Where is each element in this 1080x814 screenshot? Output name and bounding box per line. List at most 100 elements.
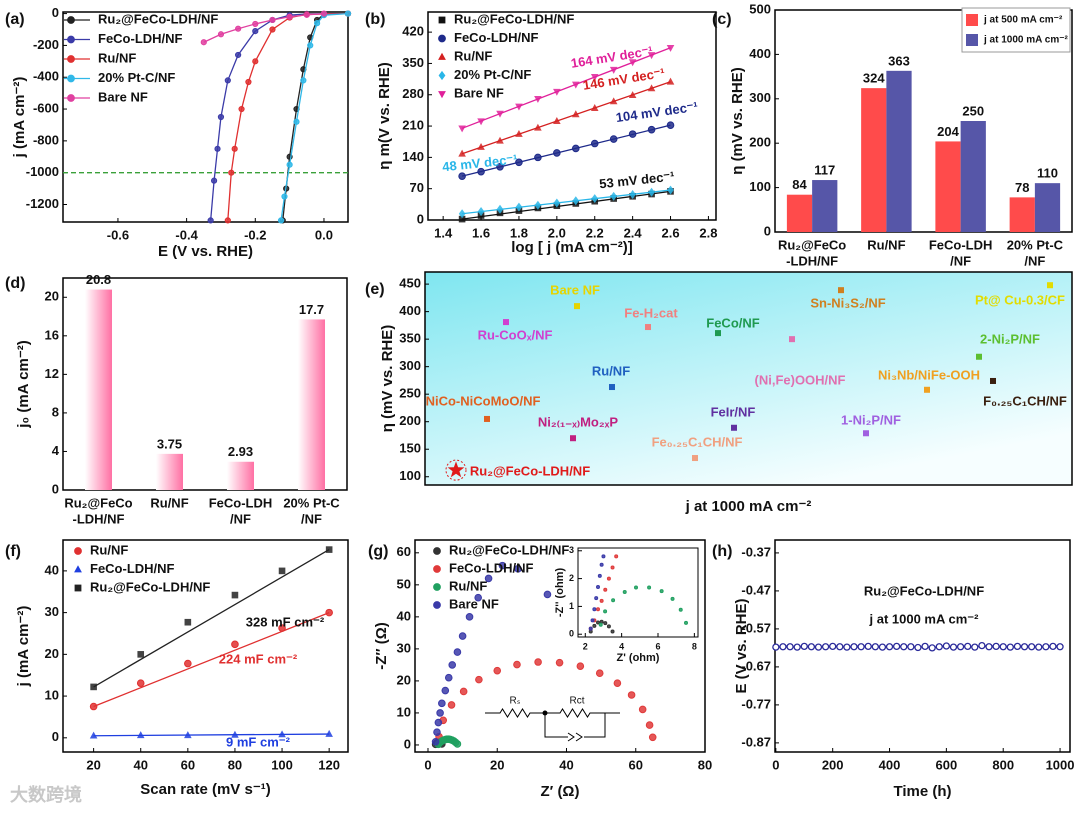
y-axis-label: E (V vs. RHE) (733, 598, 750, 693)
legend-label: 20% Pt-C/NF (454, 67, 531, 82)
x-tick-label: 2.4 (624, 225, 643, 240)
y-axis-label: -Z'' (ohm) (554, 568, 566, 618)
circuit-label: Rₛ (510, 696, 521, 707)
data-point (543, 590, 552, 599)
data-point (217, 31, 225, 38)
data-point (1006, 643, 1014, 651)
data-point (207, 217, 214, 224)
y-tick-label: 10 (45, 688, 59, 703)
data-point (515, 129, 523, 137)
legend-label: FeCo-LDH/NF (454, 30, 539, 45)
x-tick-label: 2.0 (548, 225, 566, 240)
x-tick-label: 100 (271, 757, 293, 772)
data-point (224, 77, 231, 84)
data-point (571, 144, 580, 153)
fit-line (462, 190, 671, 220)
y-tick-label: -200 (33, 37, 59, 52)
data-point (976, 353, 982, 360)
annotation: 104 mV dec⁻¹ (615, 99, 699, 125)
data-point (238, 105, 245, 113)
legend-label: Ru/NF (98, 50, 136, 65)
data-point (956, 643, 965, 651)
data-point (325, 729, 333, 737)
y-tick-label: 500 (749, 1, 771, 16)
x-tick-label: /NF (301, 511, 322, 526)
data-point (269, 26, 276, 33)
y-axis-label: j (mA cm⁻²) (15, 606, 32, 688)
data-point (447, 461, 465, 478)
point-label: Ru-CoOₓ/NF (478, 327, 553, 342)
data-point (571, 110, 580, 118)
data-point (313, 20, 321, 27)
data-point (245, 78, 252, 86)
value-label: 363 (888, 53, 910, 68)
data-point (252, 27, 259, 35)
x-tick-label: 60 (629, 757, 643, 772)
data-point (628, 91, 637, 99)
fit-line (93, 549, 330, 688)
legend-label: Ru₂@FeCo-LDH/NF (98, 11, 218, 26)
y-tick-label: 150 (399, 441, 421, 456)
data-point (603, 609, 608, 614)
fit-line (461, 81, 671, 155)
data-point (606, 624, 611, 629)
data-point (496, 204, 504, 214)
data-point (634, 585, 638, 590)
data-point (648, 187, 655, 197)
point-label: FeCo/NF (706, 315, 760, 330)
x-tick-label: 200 (822, 757, 844, 772)
x-tick-label: 20% Pt-C (283, 495, 340, 510)
data-point (465, 613, 474, 621)
data-point (277, 217, 285, 224)
data-point (613, 679, 622, 687)
y-tick-label: 350 (399, 331, 421, 346)
y-tick-label: 20 (45, 289, 59, 304)
value-label: 324 (863, 71, 885, 86)
x-tick-label: /NF (230, 511, 251, 526)
data-point (614, 554, 619, 559)
data-point (596, 584, 600, 589)
point-label: Ru/NF (592, 363, 630, 378)
y-tick-label: 12 (45, 366, 59, 381)
bar (861, 88, 887, 232)
y-tick-label: 280 (402, 86, 424, 101)
data-point (786, 643, 794, 651)
data-point (231, 145, 238, 152)
data-point (553, 117, 561, 124)
data-point (571, 81, 580, 89)
x-tick-label: 800 (992, 757, 1014, 772)
watermark: 大数跨境 (10, 784, 82, 805)
legend-marker (433, 547, 441, 555)
bar (812, 180, 838, 232)
x-tick-label: 8 (692, 641, 697, 651)
data-point (999, 643, 1007, 651)
data-point (928, 644, 936, 652)
data-point (553, 88, 561, 96)
data-point (609, 97, 618, 105)
data-point (670, 596, 675, 601)
legend-marker (438, 91, 446, 99)
legend-marker (67, 35, 75, 44)
point-label: Ni₂₍₁₋ₓ₎Mo₂ₓP (538, 414, 618, 429)
bar (156, 453, 183, 490)
data-point (678, 607, 683, 612)
legend-label: j at 1000 mA cm⁻² (983, 35, 1069, 46)
data-point (576, 662, 585, 670)
y-tick-label: 20 (45, 646, 59, 661)
x-axis-label: j at 1000 mA cm⁻² (685, 498, 812, 515)
y-tick-label: -1200 (26, 196, 59, 211)
data-point (978, 641, 986, 650)
data-point (601, 554, 606, 559)
data-point (638, 705, 647, 714)
data-point (570, 435, 576, 442)
y-tick-label: 450 (399, 276, 421, 291)
data-point (475, 675, 483, 684)
y-tick-label: 60 (397, 544, 411, 559)
data-point (871, 643, 879, 651)
plot-frame (414, 539, 706, 753)
x-tick-label: Ru/NF (867, 237, 905, 252)
annotation: 53 mV dec⁻¹ (599, 169, 676, 192)
series-line (282, 12, 349, 221)
fit-line (93, 612, 330, 708)
data-point (659, 589, 664, 594)
